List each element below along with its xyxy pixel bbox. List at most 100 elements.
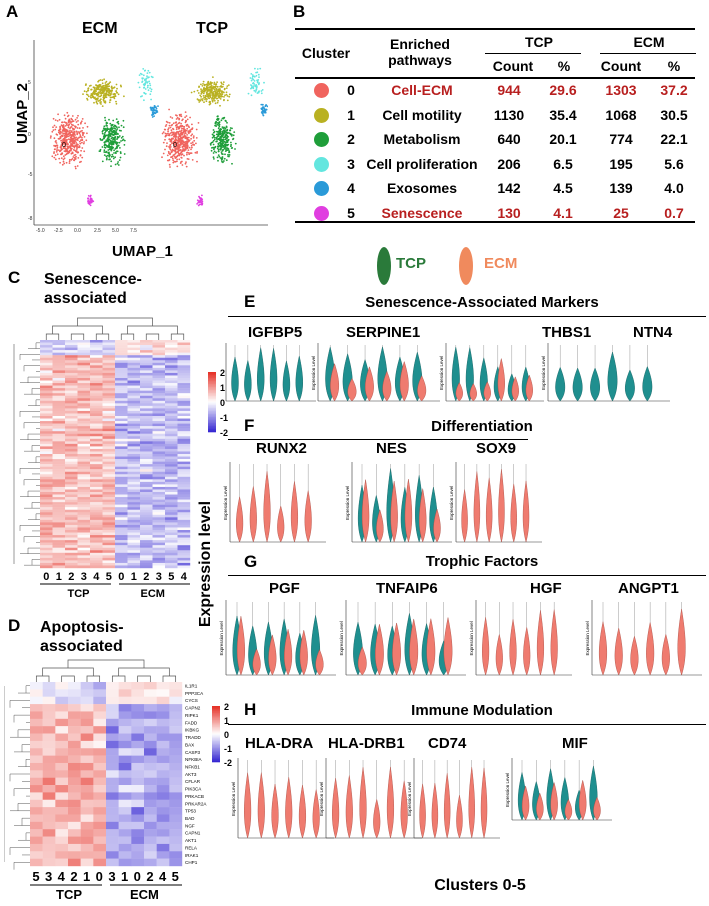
umap-point	[213, 99, 216, 102]
umap-point	[189, 129, 192, 132]
umap-point	[174, 152, 177, 155]
umap-point	[85, 139, 88, 142]
violin-panel: Expression Level	[407, 758, 500, 839]
umap-point	[61, 148, 63, 151]
umap-point	[210, 84, 213, 87]
umap-point	[143, 99, 145, 102]
umap-point	[177, 127, 180, 129]
umap-point	[54, 158, 57, 161]
umap-point	[89, 96, 92, 98]
umap-point	[194, 151, 197, 154]
umap-ecm-title: ECM	[82, 20, 118, 37]
umap-point	[103, 149, 106, 152]
violin-tcp	[642, 365, 653, 402]
umap-point	[150, 75, 153, 78]
violin-ecm	[244, 772, 252, 839]
violin-ylabel: Expression Level	[231, 782, 236, 816]
umap-point	[120, 140, 122, 142]
umap-point	[198, 99, 201, 101]
umap-point	[112, 119, 115, 122]
umap-point	[178, 158, 181, 161]
umap-point	[149, 87, 151, 90]
umap-point	[60, 153, 63, 156]
umap-point	[223, 91, 225, 94]
umap-point	[168, 159, 171, 161]
umap-point	[68, 160, 71, 163]
umap-point	[172, 127, 174, 130]
umap-point	[103, 137, 105, 140]
umap-point	[176, 139, 179, 142]
umap-point	[185, 124, 188, 126]
umap-point	[153, 105, 156, 107]
umap-point	[63, 134, 66, 137]
umap-point	[56, 134, 59, 136]
umap-point	[101, 79, 104, 82]
umap-point	[214, 102, 217, 105]
umap-point	[101, 105, 104, 107]
umap-point	[69, 129, 71, 132]
umap-point	[177, 146, 179, 149]
panel-label-g: G	[244, 552, 258, 571]
umap-point	[108, 158, 110, 161]
umap-point	[110, 86, 113, 89]
umap-point	[90, 94, 92, 97]
umap-point	[155, 107, 158, 110]
umap-point	[144, 88, 147, 90]
umap-point	[171, 157, 174, 160]
umap-point	[105, 129, 108, 132]
umap-point	[205, 100, 208, 103]
umap-point	[195, 128, 198, 131]
umap-point	[97, 100, 100, 102]
umap-point	[178, 145, 181, 147]
umap-point	[108, 138, 111, 141]
umap-point	[221, 91, 223, 94]
umap-point	[220, 85, 222, 87]
umap-point	[191, 127, 194, 129]
umap-point	[215, 94, 218, 97]
umap-point	[223, 88, 226, 91]
clusters-footer: Clusters 0-5	[434, 877, 526, 894]
umap-point	[76, 138, 79, 141]
umap-point	[77, 123, 80, 126]
umap-point	[106, 146, 109, 148]
umap-point	[221, 93, 224, 96]
umap-point	[78, 127, 81, 130]
umap-point	[179, 148, 182, 151]
umap-point	[220, 95, 223, 97]
umap-point	[60, 144, 63, 146]
umap-point	[81, 139, 84, 142]
umap-point	[214, 83, 217, 86]
umap-point	[122, 119, 125, 122]
umap-point	[219, 104, 221, 107]
umap-point	[109, 129, 112, 131]
umap-point	[95, 84, 97, 86]
umap-point	[179, 162, 182, 164]
violin-tcp	[590, 367, 600, 402]
umap-point	[65, 161, 68, 164]
umap-point	[175, 145, 178, 148]
umap-point	[175, 118, 178, 120]
umap-point	[55, 142, 58, 144]
umap-point	[52, 117, 55, 120]
umap-point	[53, 137, 56, 140]
umap-point	[104, 85, 106, 87]
umap-point	[107, 140, 110, 142]
violin-ylabel: Expression Level	[469, 621, 474, 655]
violin-tcp	[607, 351, 618, 402]
umap-point	[106, 90, 109, 93]
umap-point	[208, 86, 211, 89]
umap-point	[216, 85, 219, 88]
umap-point	[102, 99, 105, 102]
umap-point	[117, 144, 120, 147]
violin-ylabel: Expression Level	[449, 486, 454, 520]
umap-point	[198, 86, 200, 88]
umap-point	[58, 118, 61, 121]
umap-tcp-title: TCP	[196, 20, 228, 37]
umap-point	[108, 131, 110, 133]
umap-point	[191, 159, 194, 161]
umap-point	[86, 125, 89, 128]
umap-point	[208, 101, 211, 104]
umap-point	[55, 151, 58, 153]
umap-point	[75, 149, 78, 151]
